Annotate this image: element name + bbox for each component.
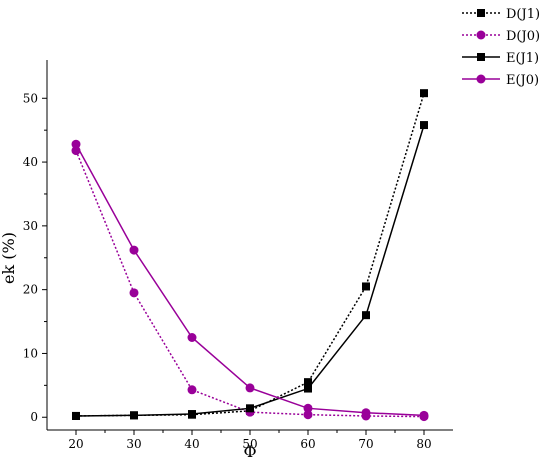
data-point	[188, 385, 197, 394]
x-tick-label: 20	[68, 437, 83, 451]
y-tick-label: 10	[23, 346, 38, 360]
series-line	[76, 144, 424, 415]
y-tick-label: 20	[23, 283, 38, 297]
series-E(J0)	[72, 140, 429, 420]
series-D(J1)	[72, 89, 428, 420]
series-line	[76, 93, 424, 416]
legend-label: E(J1)	[506, 51, 539, 66]
y-tick-label: 30	[23, 219, 38, 233]
data-point	[130, 288, 139, 297]
data-point	[304, 404, 313, 413]
data-point	[246, 383, 255, 392]
x-tick-label: 80	[416, 437, 431, 451]
data-point	[72, 140, 81, 149]
x-tick-label: 40	[184, 437, 199, 451]
legend-label: D(J1)	[506, 7, 540, 22]
data-point	[420, 411, 429, 420]
data-point	[420, 121, 428, 129]
legend-label: D(J0)	[506, 29, 540, 44]
data-point	[188, 410, 196, 418]
x-tick-label: 60	[300, 437, 315, 451]
data-point	[72, 412, 80, 420]
series-line	[76, 151, 424, 417]
legend-marker	[477, 31, 486, 40]
legend-label: E(J0)	[506, 73, 539, 88]
x-tick-label: 70	[358, 437, 373, 451]
data-point	[188, 333, 197, 342]
data-point	[130, 246, 139, 255]
data-point	[304, 385, 312, 393]
x-tick-label: 30	[126, 437, 141, 451]
y-tick-label: 40	[23, 155, 38, 169]
data-point	[362, 408, 371, 417]
y-tick-label: 0	[30, 410, 38, 424]
legend-marker	[477, 75, 486, 84]
y-tick-label: 50	[23, 91, 38, 105]
data-point	[130, 411, 138, 419]
data-point	[246, 404, 254, 412]
series-layer	[72, 89, 429, 421]
legend: D(J1) D(J0) E(J1) E(J0)	[462, 7, 540, 88]
legend-marker	[477, 9, 485, 17]
data-point	[362, 282, 370, 290]
x-axis-title: Φ	[243, 442, 256, 461]
data-point	[362, 311, 370, 319]
y-axis-title: ek (%)	[0, 232, 18, 284]
legend-marker	[477, 53, 485, 61]
data-point	[420, 89, 428, 97]
series-line	[76, 125, 424, 416]
